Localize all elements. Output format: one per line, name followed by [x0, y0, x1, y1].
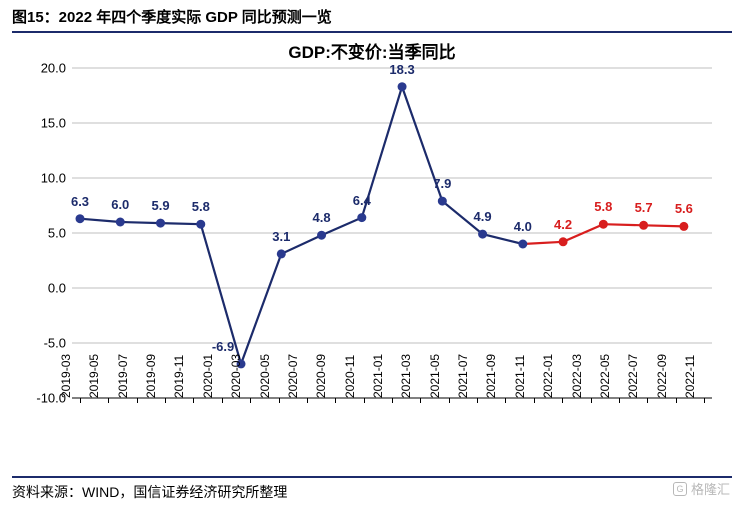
- x-axis-label: 2019-09: [144, 348, 158, 398]
- data-label: 3.1: [272, 229, 290, 244]
- x-axis-label: 2020-07: [286, 348, 300, 398]
- x-axis-tick: [647, 398, 648, 403]
- x-axis-label: 2022-11: [683, 349, 697, 398]
- x-axis-label: 2019-11: [172, 349, 186, 398]
- data-label: 6.0: [111, 197, 129, 212]
- x-axis-label: 2022-03: [570, 348, 584, 398]
- x-axis-label: 2021-01: [371, 348, 385, 398]
- watermark: G 格隆汇: [673, 479, 730, 498]
- data-label: 18.3: [389, 62, 414, 77]
- x-axis-label: 2020-09: [314, 348, 328, 398]
- y-axis-label: 0.0: [48, 281, 72, 296]
- x-axis-label: 2022-05: [598, 348, 612, 398]
- watermark-icon: G: [673, 482, 687, 496]
- x-axis-tick: [250, 398, 251, 403]
- x-axis-label: 2019-07: [116, 348, 130, 398]
- x-axis-tick: [449, 398, 450, 403]
- data-label: 5.8: [192, 199, 210, 214]
- x-axis-tick: [619, 398, 620, 403]
- x-axis-label: 2020-11: [343, 349, 357, 398]
- data-label: 5.8: [594, 199, 612, 214]
- x-axis-label: 2020-03: [229, 348, 243, 398]
- x-axis-tick: [477, 398, 478, 403]
- y-axis-label: 10.0: [41, 171, 72, 186]
- x-axis-tick: [335, 398, 336, 403]
- watermark-text: 格隆汇: [691, 479, 730, 498]
- y-axis-label: 20.0: [41, 61, 72, 76]
- x-axis-tick: [591, 398, 592, 403]
- figure-title-bar: 图15：2022 年四个季度实际 GDP 同比预测一览: [12, 6, 732, 33]
- x-axis-label: 2021-05: [428, 348, 442, 398]
- x-axis-tick: [307, 398, 308, 403]
- x-axis-label: 2021-07: [456, 348, 470, 398]
- x-axis-tick: [137, 398, 138, 403]
- x-axis-tick: [279, 398, 280, 403]
- x-axis-label: 2022-07: [626, 348, 640, 398]
- x-axis-label: 2019-03: [59, 348, 73, 398]
- x-axis-label: 2021-09: [484, 348, 498, 398]
- data-label: 4.2: [554, 217, 572, 232]
- data-label: 4.9: [474, 209, 492, 224]
- data-label: -6.9: [212, 339, 234, 354]
- x-axis-tick: [392, 398, 393, 403]
- y-axis-label: 5.0: [48, 226, 72, 241]
- x-axis-tick: [222, 398, 223, 403]
- x-axis-label: 2022-01: [541, 348, 555, 398]
- x-axis-tick: [165, 398, 166, 403]
- chart-title: GDP:不变价:当季同比: [0, 38, 744, 63]
- x-axis-tick: [562, 398, 563, 403]
- x-axis-tick: [420, 398, 421, 403]
- figure-title: 图15：2022 年四个季度实际 GDP 同比预测一览: [12, 6, 732, 27]
- data-label: 4.8: [313, 210, 331, 225]
- source-text: 资料来源：WIND，国信证券经济研究所整理: [12, 482, 732, 502]
- data-label: 4.0: [514, 219, 532, 234]
- chart-svg: [72, 68, 712, 398]
- y-axis-label: 15.0: [41, 116, 72, 131]
- source-bar: 资料来源：WIND，国信证券经济研究所整理: [12, 476, 732, 502]
- data-label: 6.4: [353, 193, 371, 208]
- data-label: 5.7: [635, 200, 653, 215]
- x-axis-label: 2021-03: [399, 348, 413, 398]
- data-label: 6.3: [71, 194, 89, 209]
- x-axis-tick: [704, 398, 705, 403]
- x-axis-tick: [676, 398, 677, 403]
- x-axis-tick: [80, 398, 81, 403]
- x-axis-label: 2021-11: [513, 349, 527, 398]
- x-axis-tick: [364, 398, 365, 403]
- data-label: 5.9: [151, 198, 169, 213]
- data-label: 5.6: [675, 201, 693, 216]
- chart-plot-area: -10.0-5.00.05.010.015.020.02019-032019-0…: [72, 68, 712, 398]
- data-label: 7.9: [433, 176, 451, 191]
- x-axis-label: 2019-05: [87, 348, 101, 398]
- x-axis-label: 2020-01: [201, 348, 215, 398]
- x-axis-tick: [108, 398, 109, 403]
- x-axis-label: 2022-09: [655, 348, 669, 398]
- x-axis-label: 2020-05: [258, 348, 272, 398]
- x-axis-tick: [534, 398, 535, 403]
- x-axis-tick: [505, 398, 506, 403]
- x-axis-tick: [193, 398, 194, 403]
